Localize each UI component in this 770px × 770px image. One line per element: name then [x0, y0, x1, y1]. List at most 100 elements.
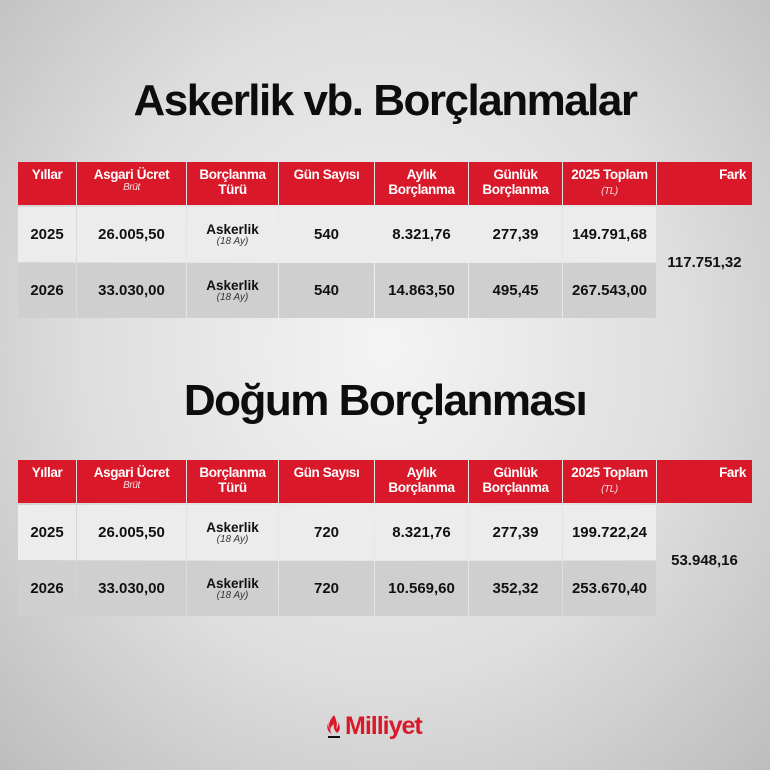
header-label: Fark [719, 465, 746, 480]
difference-value: 117.751,32 [667, 254, 742, 271]
header-monthly-debt: Aylık Borçlanma [375, 460, 468, 503]
cell-value: 267.543,00 [571, 282, 648, 299]
cell-value: 26.005,50 [98, 226, 165, 243]
cell-value: 540 [313, 282, 340, 299]
cell-value: 8.321,76 [392, 524, 451, 541]
header-label: Borçlanma Türü [199, 167, 266, 197]
header-sublabel: Brüt [123, 182, 140, 193]
cell-value: 2025 [30, 226, 64, 243]
cell-years: 2025 [18, 207, 76, 262]
header-unit: (TL) [601, 186, 618, 197]
cell-debt-type: Askerlik (18 Ay) [187, 263, 278, 318]
header-label: Aylık Borçlanma [388, 465, 455, 495]
header-years: Yıllar [18, 162, 76, 205]
section-title-askerlik: Askerlik vb. Borçlanmalar [133, 76, 638, 125]
cell-debt-type: Askerlik (18 Ay) [187, 505, 278, 560]
cell-years: 2026 [18, 561, 76, 616]
cell-value: Askerlik [206, 277, 259, 293]
cell-value: 26.005,50 [98, 524, 165, 541]
cell-min-wage: 33.030,00 [77, 263, 186, 318]
cell-value: Askerlik [206, 519, 259, 535]
cell-value: 8.321,76 [392, 226, 451, 243]
header-label: Borçlanma Türü [199, 465, 266, 495]
cell-years: 2026 [18, 263, 76, 318]
cell-monthly-debt: 8.321,76 [375, 505, 468, 560]
cell-total-2025: 199.722,24 [563, 505, 656, 560]
cell-debt-type: Askerlik (18 Ay) [187, 561, 278, 616]
cell-total-2025: 253.670,40 [563, 561, 656, 616]
cell-value: 2026 [30, 580, 64, 597]
cell-value: 720 [313, 524, 340, 541]
cell-subvalue: (18 Ay) [216, 589, 249, 601]
header-difference: Fark [657, 460, 752, 503]
cell-value: 2025 [30, 524, 64, 541]
cell-years: 2025 [18, 505, 76, 560]
header-label: Aylık Borçlanma [388, 167, 455, 197]
cell-subvalue: (18 Ay) [216, 291, 249, 303]
cell-day-count: 540 [279, 207, 374, 262]
header-label: 2025 Toplam (TL) [571, 167, 648, 197]
milliyet-logo: Milliyet [326, 712, 423, 741]
header-sublabel: Brüt [123, 480, 140, 491]
cell-day-count: 720 [279, 561, 374, 616]
header-min-wage: Asgari Ücret Brüt [77, 460, 186, 503]
cell-daily-debt: 277,39 [469, 207, 562, 262]
cell-daily-debt: 495,45 [469, 263, 562, 318]
cell-total-2025: 149.791,68 [563, 207, 656, 262]
cell-value: 352,32 [492, 580, 539, 597]
difference-value: 53.948,16 [671, 552, 738, 569]
cell-value: 720 [313, 580, 340, 597]
cell-value: 253.670,40 [571, 580, 648, 597]
cell-value: 277,39 [492, 226, 539, 243]
header-label: Asgari Ücret [93, 465, 170, 480]
cell-value: 14.863,50 [388, 282, 455, 299]
cell-min-wage: 26.005,50 [77, 207, 186, 262]
header-daily-debt: Günlük Borçlanma [469, 460, 562, 503]
header-label: Asgari Ücret [93, 167, 170, 182]
cell-value: Askerlik [206, 221, 259, 237]
cell-monthly-debt: 8.321,76 [375, 207, 468, 262]
cell-debt-type: Askerlik (18 Ay) [187, 207, 278, 262]
cell-value: 33.030,00 [98, 282, 165, 299]
header-total-2025: 2025 Toplam (TL) [563, 162, 656, 205]
header-daily-debt: Günlük Borçlanma [469, 162, 562, 205]
cell-day-count: 720 [279, 505, 374, 560]
cell-value: 33.030,00 [98, 580, 165, 597]
cell-monthly-debt: 14.863,50 [375, 263, 468, 318]
cell-total-2025: 267.543,00 [563, 263, 656, 318]
cell-value: 10.569,60 [388, 580, 455, 597]
cell-daily-debt: 352,32 [469, 561, 562, 616]
cell-value: 495,45 [492, 282, 539, 299]
header-difference: Fark [657, 162, 752, 205]
logo-text: Milliyet [345, 712, 423, 740]
flame-icon [327, 714, 340, 738]
header-label: Günlük Borçlanma [482, 167, 549, 197]
section-title-dogum: Doğum Borçlanması [183, 376, 588, 425]
header-debt-type: Borçlanma Türü [187, 460, 278, 503]
header-total-2025: 2025 Toplam (TL) [563, 460, 656, 503]
cell-day-count: 540 [279, 263, 374, 318]
header-day-count: Gün Sayısı [279, 162, 374, 205]
cell-subvalue: (18 Ay) [216, 235, 249, 247]
cell-min-wage: 33.030,00 [77, 561, 186, 616]
header-debt-type: Borçlanma Türü [187, 162, 278, 205]
header-monthly-debt: Aylık Borçlanma [375, 162, 468, 205]
header-label: Günlük Borçlanma [482, 465, 549, 495]
cell-value: 540 [313, 226, 340, 243]
header-label: Yıllar [31, 465, 63, 480]
header-label: Gün Sayısı [293, 167, 360, 182]
header-label: 2025 Toplam (TL) [571, 465, 648, 495]
cell-value: Askerlik [206, 575, 259, 591]
cell-monthly-debt: 10.569,60 [375, 561, 468, 616]
header-years: Yıllar [18, 460, 76, 503]
cell-value: 277,39 [492, 524, 539, 541]
cell-subvalue: (18 Ay) [216, 533, 249, 545]
cell-value: 2026 [30, 282, 64, 299]
header-day-count: Gün Sayısı [279, 460, 374, 503]
cell-value: 149.791,68 [571, 226, 648, 243]
header-min-wage: Asgari Ücret Brüt [77, 162, 186, 205]
cell-daily-debt: 277,39 [469, 505, 562, 560]
header-label: Gün Sayısı [293, 465, 360, 480]
cell-min-wage: 26.005,50 [77, 505, 186, 560]
header-label: Fark [719, 167, 746, 182]
